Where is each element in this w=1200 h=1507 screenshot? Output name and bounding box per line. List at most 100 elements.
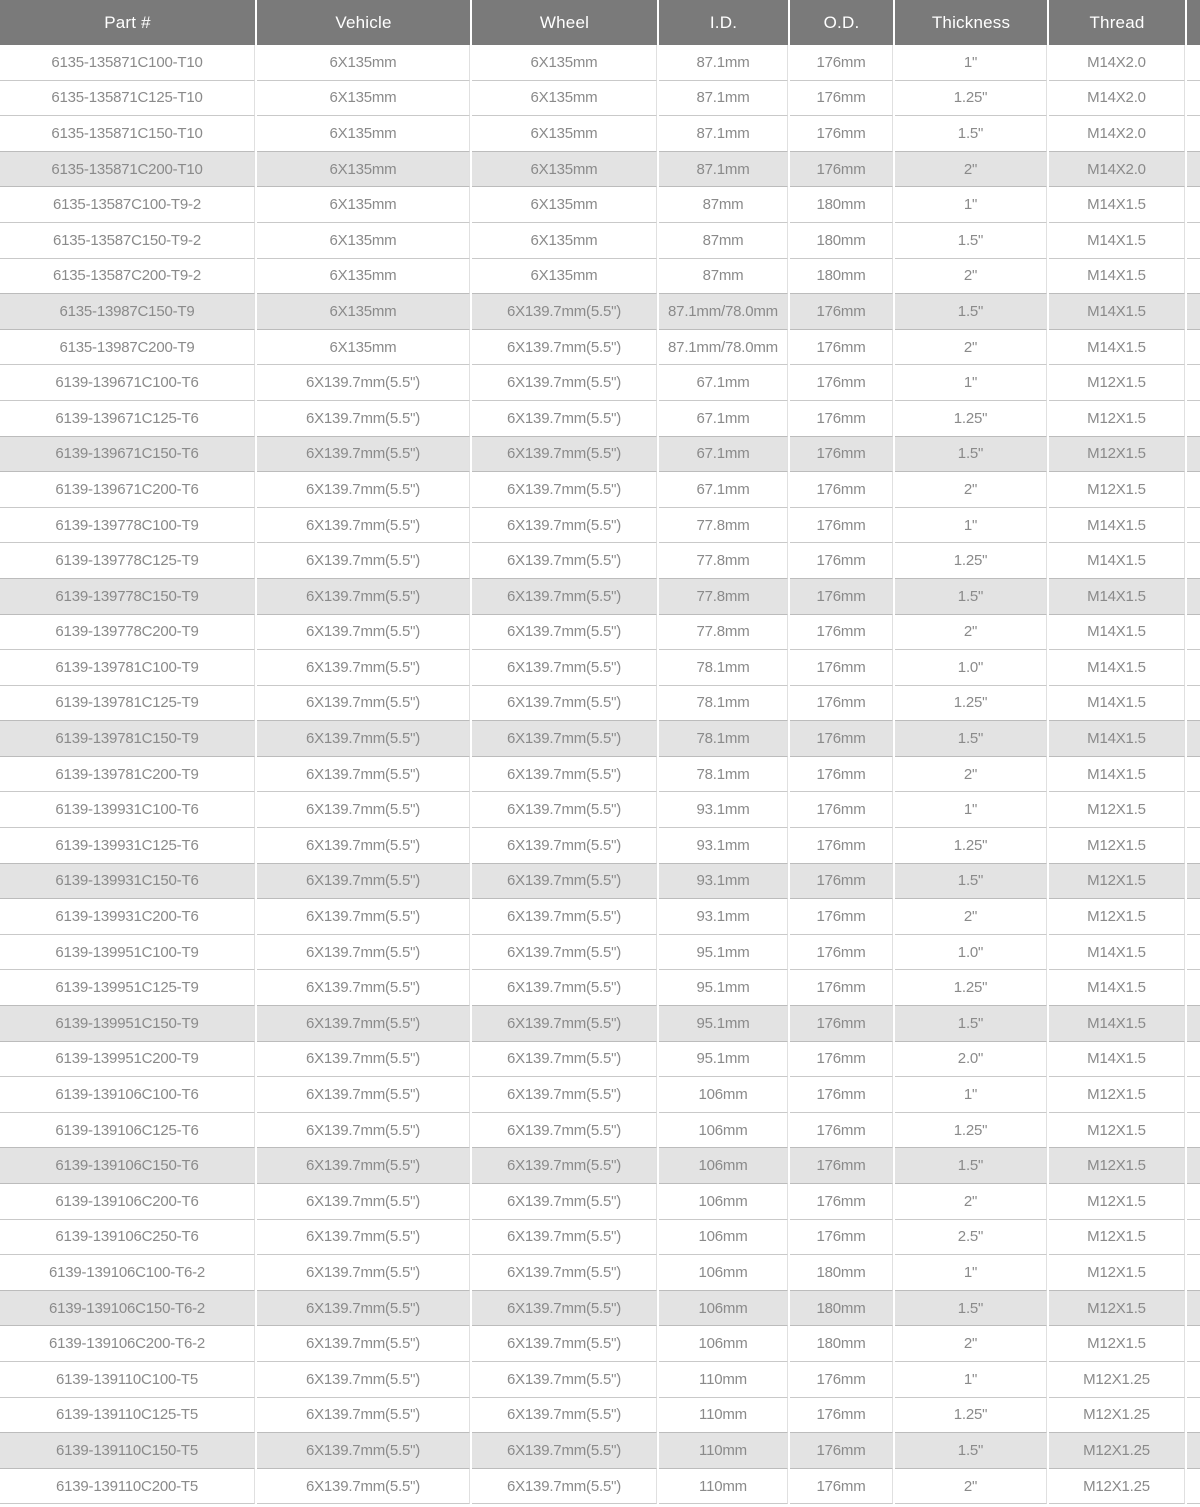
cell-thickness: 1.25"	[895, 80, 1047, 117]
cell-wheel: 6X135mm	[472, 151, 657, 188]
table-row: 6139-139106C200-T6-2 6X139.7mm(5.5") 6X139…	[0, 1326, 1200, 1362]
cell-inner-diameter: 93.1mm	[659, 899, 788, 935]
table-row: 6139-139778C150-T9 6X139.7mm(5.5") 6X139.7…	[0, 578, 1200, 615]
cell-inner-diameter: 95.1mm	[659, 1041, 788, 1078]
cell-thread: M14X1.5	[1049, 685, 1185, 722]
cell-vehicle: 6X139.7mm(5.5")	[257, 650, 470, 686]
cell-wheel: 6X135mm	[472, 187, 657, 223]
table-row: 6135-135871C200-T10 6X135mm 6X135mm 87.1mm 1…	[0, 151, 1200, 188]
cell-cutoff	[1187, 1433, 1200, 1469]
cell-inner-diameter: 87.1mm	[659, 116, 788, 152]
cell-thread: M12X1.5	[1049, 1255, 1185, 1291]
table-row: 6139-139110C150-T5 6X139.7mm(5.5") 6X139.7…	[0, 1433, 1200, 1469]
cell-outer-diameter: 180mm	[790, 258, 893, 295]
cell-vehicle: 6X139.7mm(5.5")	[257, 578, 470, 615]
cell-thickness: 2"	[895, 329, 1047, 366]
cell-cutoff	[1187, 1041, 1200, 1078]
cell-outer-diameter: 176mm	[790, 650, 893, 686]
cell-wheel: 6X139.7mm(5.5")	[472, 1041, 657, 1078]
cell-thickness: 1.25"	[895, 685, 1047, 722]
cell-thread: M14X1.5	[1049, 721, 1185, 757]
cell-inner-diameter: 77.8mm	[659, 543, 788, 579]
cell-part-number: 6139-139110C200-T5	[0, 1468, 255, 1505]
table-row: 6139-139671C100-T6 6X139.7mm(5.5") 6X139.7…	[0, 365, 1200, 401]
cell-outer-diameter: 176mm	[790, 472, 893, 508]
cell-wheel: 6X139.7mm(5.5")	[472, 934, 657, 971]
cell-inner-diameter: 87.1mm/78.0mm	[659, 329, 788, 366]
cell-wheel: 6X139.7mm(5.5")	[472, 400, 657, 437]
cell-thread: M12X1.5	[1049, 1326, 1185, 1362]
cell-inner-diameter: 78.1mm	[659, 650, 788, 686]
cell-wheel: 6X139.7mm(5.5")	[472, 1290, 657, 1327]
cell-part-number: 6135-13587C150-T9-2	[0, 222, 255, 259]
cell-vehicle: 6X135mm	[257, 329, 470, 366]
cell-outer-diameter: 176mm	[790, 1468, 893, 1505]
cell-thread: M14X1.5	[1049, 329, 1185, 366]
cell-thickness: 2.0"	[895, 1041, 1047, 1078]
table-row: 6139-139781C150-T9 6X139.7mm(5.5") 6X139.7…	[0, 721, 1200, 757]
cell-outer-diameter: 176mm	[790, 1397, 893, 1434]
cell-vehicle: 6X139.7mm(5.5")	[257, 1006, 470, 1042]
cell-part-number: 6135-13587C200-T9-2	[0, 258, 255, 295]
cell-wheel: 6X139.7mm(5.5")	[472, 436, 657, 473]
column-header-inner-diameter: I.D.	[659, 0, 788, 45]
cell-inner-diameter: 87.1mm	[659, 45, 788, 81]
cell-cutoff	[1187, 116, 1200, 152]
cell-part-number: 6135-135871C150-T10	[0, 116, 255, 152]
cell-thread: M12X1.5	[1049, 863, 1185, 900]
cell-thread: M14X2.0	[1049, 116, 1185, 152]
cell-cutoff	[1187, 721, 1200, 757]
table-row: 6139-139951C125-T9 6X139.7mm(5.5") 6X139.7…	[0, 970, 1200, 1007]
cell-part-number: 6139-139781C100-T9	[0, 650, 255, 686]
cell-cutoff	[1187, 863, 1200, 900]
cell-inner-diameter: 106mm	[659, 1148, 788, 1184]
cell-thickness: 2"	[895, 151, 1047, 188]
cell-wheel: 6X139.7mm(5.5")	[472, 1468, 657, 1505]
cell-vehicle: 6X139.7mm(5.5")	[257, 1112, 470, 1149]
cell-part-number: 6135-135871C100-T10	[0, 45, 255, 81]
cell-cutoff	[1187, 400, 1200, 437]
cell-outer-diameter: 176mm	[790, 1433, 893, 1469]
cell-vehicle: 6X135mm	[257, 258, 470, 295]
cell-part-number: 6139-139951C100-T9	[0, 934, 255, 971]
cell-wheel: 6X139.7mm(5.5")	[472, 828, 657, 864]
cell-part-number: 6139-139671C200-T6	[0, 472, 255, 508]
cell-thread: M12X1.25	[1049, 1397, 1185, 1434]
cell-cutoff	[1187, 1148, 1200, 1184]
cell-outer-diameter: 176mm	[790, 1077, 893, 1113]
cell-part-number: 6139-139931C125-T6	[0, 828, 255, 864]
cell-cutoff	[1187, 650, 1200, 686]
cell-wheel: 6X139.7mm(5.5")	[472, 1112, 657, 1149]
cell-vehicle: 6X139.7mm(5.5")	[257, 1184, 470, 1220]
cell-outer-diameter: 176mm	[790, 329, 893, 366]
cell-inner-diameter: 67.1mm	[659, 365, 788, 401]
cell-cutoff	[1187, 222, 1200, 259]
cell-wheel: 6X135mm	[472, 80, 657, 117]
cell-vehicle: 6X139.7mm(5.5")	[257, 828, 470, 864]
cell-outer-diameter: 180mm	[790, 222, 893, 259]
cell-inner-diameter: 77.8mm	[659, 578, 788, 615]
table-row: 6139-139778C200-T9 6X139.7mm(5.5") 6X139.7…	[0, 614, 1200, 651]
cell-thickness: 1.5"	[895, 436, 1047, 473]
cell-outer-diameter: 176mm	[790, 1184, 893, 1220]
cell-thickness: 1.5"	[895, 863, 1047, 900]
cell-thread: M12X1.25	[1049, 1468, 1185, 1505]
cell-wheel: 6X139.7mm(5.5")	[472, 1148, 657, 1184]
cell-wheel: 6X139.7mm(5.5")	[472, 578, 657, 615]
cell-inner-diameter: 87mm	[659, 258, 788, 295]
cell-thread: M12X1.5	[1049, 472, 1185, 508]
table-row: 6135-13987C200-T9 6X135mm 6X139.7mm(5.5") 8…	[0, 329, 1200, 366]
cell-thread: M12X1.5	[1049, 792, 1185, 829]
cell-thickness: 2"	[895, 1468, 1047, 1505]
cell-wheel: 6X139.7mm(5.5")	[472, 650, 657, 686]
table-row: 6139-139106C100-T6-2 6X139.7mm(5.5") 6X139…	[0, 1255, 1200, 1291]
cell-thread: M14X2.0	[1049, 151, 1185, 188]
cell-thread: M14X1.5	[1049, 614, 1185, 651]
cell-vehicle: 6X139.7mm(5.5")	[257, 970, 470, 1007]
cell-outer-diameter: 176mm	[790, 365, 893, 401]
cell-thread: M12X1.5	[1049, 1184, 1185, 1220]
cell-part-number: 6139-139931C150-T6	[0, 863, 255, 900]
cell-thickness: 1.25"	[895, 1397, 1047, 1434]
cell-vehicle: 6X139.7mm(5.5")	[257, 543, 470, 579]
